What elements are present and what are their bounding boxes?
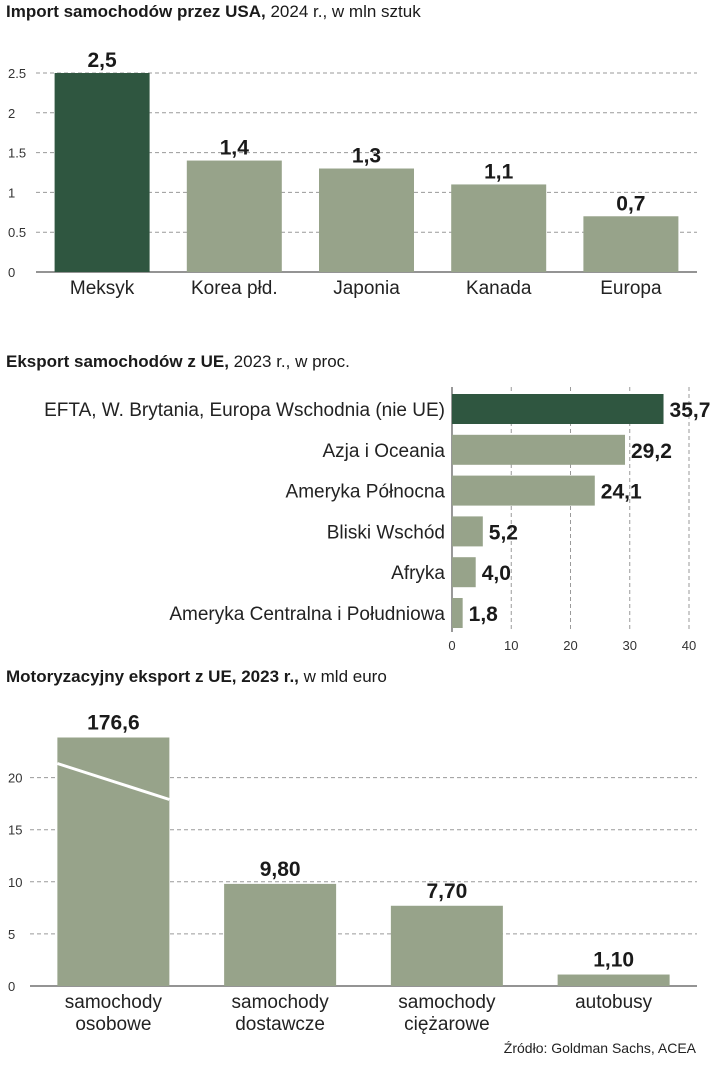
chart1-ytick: 2 (8, 106, 15, 121)
chart1-bar (319, 168, 414, 272)
chart3-value-label: 176,6 (87, 712, 140, 735)
chart3-title: Motoryzacyjny eksport z UE, 2023 r., w m… (6, 667, 387, 686)
chart2-category-label: Azja i Oceania (322, 441, 445, 462)
chart3-motor-export: 05101520176,6samochodyosobowe9,80samocho… (8, 712, 697, 1035)
chart3-ytick: 10 (8, 875, 22, 890)
chart1-category-label: Meksyk (70, 278, 135, 299)
chart2-value-label: 4,0 (482, 562, 511, 585)
chart1-category-label: Korea płd. (191, 278, 278, 299)
chart2-bar (452, 557, 476, 588)
chart3-category-label: osobowe (75, 1014, 151, 1035)
chart2-bar (452, 516, 483, 547)
chart3-category-label: dostawcze (235, 1014, 325, 1035)
chart3-ytick: 5 (8, 927, 15, 942)
chart2-bar (452, 598, 463, 628)
chart1-ytick: 1 (8, 185, 15, 200)
chart1-category-label: Kanada (466, 278, 532, 299)
chart3-ytick: 20 (8, 771, 22, 786)
chart2-xtick: 40 (682, 638, 696, 653)
chart1-bar (186, 160, 282, 272)
chart3-bar (57, 737, 170, 986)
chart2-category-label: Afryka (391, 563, 445, 584)
chart1-value-label: 1,3 (352, 145, 381, 168)
chart3-value-label: 1,10 (593, 949, 634, 972)
chart2-xtick: 10 (504, 638, 518, 653)
chart2-value-label: 1,8 (469, 603, 499, 626)
chart1-ytick: 2.5 (8, 66, 26, 81)
chart2-value-label: 35,7 (670, 399, 711, 422)
chart2-xtick: 30 (623, 638, 637, 653)
chart1-category-label: Japonia (333, 278, 400, 299)
chart3-category-label: samochody (65, 992, 163, 1013)
chart2-export-ue: 0 10 20 30 40 35,7 EFTA, W. Brytania, Europa W… (44, 387, 710, 653)
chart1-bar (583, 216, 679, 272)
chart1-ytick: 0 (8, 265, 15, 280)
chart2-value-label: 24,1 (601, 481, 642, 504)
chart2-category-label: Bliski Wschód (327, 522, 445, 543)
chart1-bar (451, 184, 547, 272)
chart2-category-label: Ameryka Północna (286, 482, 446, 503)
chart1-value-label: 2,5 (87, 49, 117, 72)
chart2-title: Eksport samochodów z UE, 2023 r., w proc… (6, 352, 350, 371)
chart3-bar (224, 883, 337, 986)
chart1-value-label: 1,1 (484, 160, 514, 183)
chart3-ytick: 0 (8, 979, 15, 994)
chart3-category-label: samochody (398, 992, 496, 1013)
chart1-category-label: Europa (600, 278, 662, 299)
chart2-bar (452, 394, 664, 424)
chart3-bar (390, 905, 503, 986)
chart1-bar (54, 73, 150, 272)
chart3-category-label: ciężarowe (404, 1014, 490, 1035)
chart2-value-label: 29,2 (631, 440, 672, 463)
chart1-value-label: 1,4 (220, 137, 250, 160)
source-note: Źródło: Goldman Sachs, ACEA (504, 1040, 697, 1056)
chart3-ytick: 15 (8, 823, 22, 838)
chart1-value-label: 0,7 (616, 192, 645, 215)
chart1-title: Import samochodów przez USA, 2024 r., w … (6, 2, 421, 21)
chart3-category-label: autobusy (575, 992, 653, 1013)
chart2-xtick: 20 (563, 638, 577, 653)
chart2-category-label: Ameryka Centralna i Południowa (169, 604, 445, 625)
chart1-ytick: 1.5 (8, 146, 26, 161)
chart2-xtick: 0 (448, 638, 455, 653)
chart2-value-label: 5,2 (489, 521, 518, 544)
chart2-bar (452, 475, 595, 506)
chart3-axis-break-mark (56, 762, 170, 801)
chart3-bar (557, 974, 670, 986)
chart1-ytick: 0.5 (8, 225, 26, 240)
chart1-import-usa: 0 0.5 1 1.5 2 2.5 2,5 Meksyk 1,4 Korea płd. 1,3 Jap… (8, 49, 697, 299)
chart3-value-label: 9,80 (260, 858, 301, 881)
chart2-category-label: EFTA, W. Brytania, Europa Wschodnia (nie… (44, 400, 445, 421)
chart3-value-label: 7,70 (426, 880, 467, 903)
chart2-bar (452, 434, 626, 465)
chart3-category-label: samochody (232, 992, 330, 1013)
